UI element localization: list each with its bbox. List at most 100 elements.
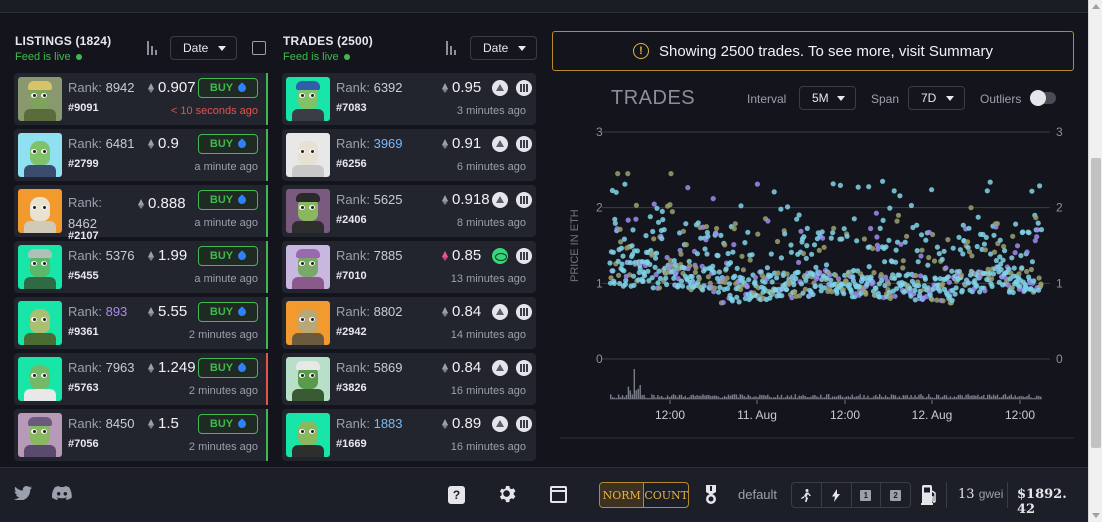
avatar <box>18 245 62 289</box>
buy-button[interactable]: BUY <box>198 246 258 266</box>
trades-sort-icon[interactable] <box>446 41 460 55</box>
avatar-body <box>24 165 56 177</box>
volume-bar <box>1034 397 1036 399</box>
preset-1-button[interactable]: 1 <box>852 483 882 507</box>
buy-button[interactable]: BUY <box>198 134 258 154</box>
chart-bars-icon[interactable] <box>516 80 532 96</box>
trade-point <box>851 267 857 274</box>
buy-button[interactable]: BUY <box>198 358 258 378</box>
trade-card[interactable]: Rank: 5869 #3826 0.84 16 minutes ago <box>282 353 536 405</box>
listing-card[interactable]: Rank: 8450 #7056 1.5 BUY 2 minutes ago <box>14 409 268 461</box>
trade-point <box>739 275 746 281</box>
volume-bar <box>649 398 651 399</box>
listing-card[interactable]: Rank: 6481 #2799 0.9 BUY a minute ago <box>14 129 268 181</box>
trade-point <box>778 255 784 261</box>
chart-bars-icon[interactable] <box>516 416 532 432</box>
trade-point <box>623 277 629 284</box>
trade-point <box>692 269 698 275</box>
opensea-icon[interactable] <box>492 360 508 376</box>
buy-button[interactable]: BUY <box>198 190 258 210</box>
looksrare-icon[interactable] <box>492 248 508 264</box>
listings-sort-icon[interactable] <box>147 41 161 55</box>
eth-icon <box>442 82 448 93</box>
calendar-icon[interactable] <box>550 486 567 503</box>
trade-card[interactable]: Rank: 6392 #7083 0.95 3 minutes ago <box>282 73 536 125</box>
chart-bars-icon[interactable] <box>516 248 532 264</box>
trade-card[interactable]: Rank: 8802 #2942 0.84 14 minutes ago <box>282 297 536 349</box>
trade-card[interactable]: Rank: 7885 #7010 0.85 13 minutes ago <box>282 241 536 293</box>
page-scrollbar[interactable] <box>1088 0 1102 522</box>
opensea-icon[interactable] <box>492 80 508 96</box>
trade-point <box>668 171 674 177</box>
listing-card[interactable]: Rank: 8942 #9091 0.907 BUY < 10 seconds ago <box>14 73 268 125</box>
interval-dropdown[interactable]: 5M <box>799 86 856 110</box>
chart-bars-icon[interactable] <box>516 136 532 152</box>
scroll-down-icon[interactable] <box>1092 513 1100 518</box>
discord-icon[interactable] <box>52 486 72 500</box>
listings-checkbox[interactable] <box>252 41 266 55</box>
trades-sort-dropdown[interactable]: Date <box>470 36 537 60</box>
gear-icon[interactable] <box>498 485 517 504</box>
trade-point <box>1033 215 1039 221</box>
volume-bar <box>625 395 628 399</box>
trade-point <box>798 281 805 287</box>
preset-2-button[interactable]: 2 <box>881 483 910 507</box>
trades-scatter-chart[interactable]: 0 0 1 1 2 2 3 3 PRICE IN ETH 12:00 11. Aug 12:00 12.… <box>560 112 1080 444</box>
avatar-body <box>24 221 56 233</box>
scroll-thumb[interactable] <box>1091 158 1101 448</box>
trade-card[interactable]: Rank: 5625 #2406 0.918 8 minutes ago <box>282 185 536 237</box>
buy-button[interactable]: BUY <box>198 78 258 98</box>
opensea-icon[interactable] <box>492 304 508 320</box>
avatar-eye <box>309 261 315 266</box>
opensea-drop-icon <box>236 194 248 206</box>
walk-button[interactable] <box>792 483 822 507</box>
chart-bars-icon[interactable] <box>516 304 532 320</box>
toggle-knob[interactable] <box>1030 90 1046 106</box>
avatar-eye <box>31 205 37 210</box>
trade-point <box>615 171 621 177</box>
count-button[interactable]: COUNT <box>644 488 688 502</box>
volume-bar <box>849 397 851 399</box>
norm-count-toggle[interactable]: NORM COUNT <box>599 482 689 508</box>
trade-card[interactable]: Rank: 1883 #1669 0.89 16 minutes ago <box>282 409 536 461</box>
y-tick-label-right: 2 <box>1056 201 1063 215</box>
listings-sort-dropdown[interactable]: Date <box>170 36 237 60</box>
buy-button[interactable]: BUY <box>198 302 258 322</box>
trade-card[interactable]: Rank: 3969 #6256 0.91 6 minutes ago <box>282 129 536 181</box>
trade-point <box>918 232 925 238</box>
fast-button[interactable] <box>822 483 852 507</box>
opensea-icon[interactable] <box>492 136 508 152</box>
opensea-drop-icon <box>236 362 248 374</box>
trade-point <box>664 281 670 288</box>
volume-bar <box>908 397 910 399</box>
x-tick-label: 12:00 <box>830 408 860 422</box>
buy-button[interactable]: BUY <box>198 414 258 434</box>
listing-price: 1.5 <box>148 415 179 432</box>
volume-bar <box>914 395 916 399</box>
norm-button[interactable]: NORM <box>600 483 644 507</box>
listing-card[interactable]: Rank: 8462 #2107 0.888 BUY a minute ago <box>14 185 268 242</box>
outliers-toggle[interactable] <box>1030 90 1056 106</box>
trade-point <box>880 178 886 184</box>
chart-bars-icon[interactable] <box>516 360 532 376</box>
trade-point <box>960 251 966 257</box>
opensea-icon[interactable] <box>492 416 508 432</box>
trade-point <box>701 283 707 289</box>
avatar-head <box>30 421 50 445</box>
trade-point <box>769 279 775 285</box>
trade-point <box>779 293 785 299</box>
avatar-eye <box>309 149 315 154</box>
listing-card[interactable]: Rank: 7963 #5763 1.249 BUY 2 minutes ago <box>14 353 268 405</box>
opensea-drop-icon <box>236 306 248 318</box>
opensea-icon[interactable] <box>492 192 508 208</box>
medal-icon[interactable] <box>705 485 717 505</box>
twitter-icon[interactable] <box>14 486 32 500</box>
chart-bars-icon[interactable] <box>516 192 532 208</box>
scroll-up-icon[interactable] <box>1092 4 1100 9</box>
listing-card[interactable]: Rank: 5376 #5455 1.99 BUY a minute ago <box>14 241 268 293</box>
listing-card[interactable]: Rank: 893 #9361 5.55 BUY 2 minutes ago <box>14 297 268 349</box>
trade-point <box>833 272 839 278</box>
trade-point <box>679 283 686 289</box>
span-dropdown[interactable]: 7D <box>908 86 965 110</box>
help-icon[interactable]: ? <box>448 486 465 504</box>
